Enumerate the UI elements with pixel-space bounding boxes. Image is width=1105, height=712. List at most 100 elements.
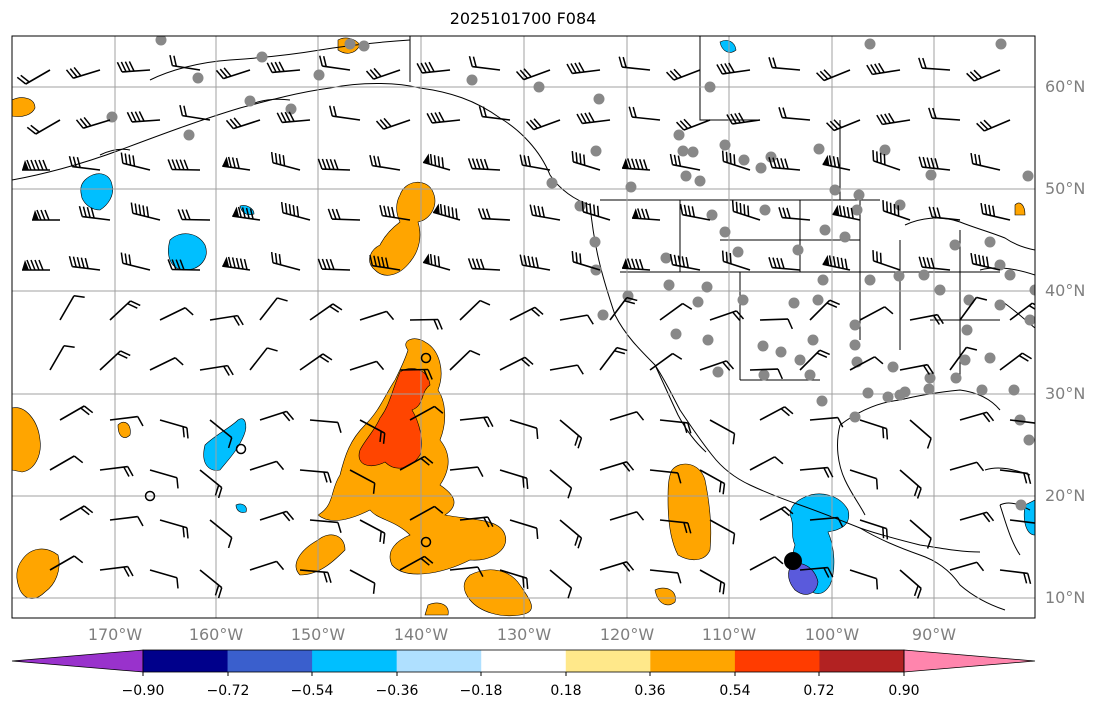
lon-label: 160°W: [188, 625, 244, 644]
wind-barb: [882, 200, 911, 221]
wind-barb-tick: [581, 201, 584, 212]
wind-barb: [749, 368, 784, 380]
wind-barb: [849, 569, 879, 590]
wind-barb-shaft: [609, 297, 628, 321]
wind-barb-shaft: [299, 469, 328, 474]
wind-barb-tick: [586, 314, 594, 325]
wind-barb-shaft: [199, 569, 223, 589]
wind-barb-shaft: [649, 569, 678, 574]
orange-patch-west-low: [16, 548, 60, 599]
wind-barb-tick: [970, 152, 974, 164]
wind-barb-tick: [636, 511, 645, 521]
wind-barb: [467, 158, 501, 171]
wind-barb-shaft: [209, 314, 238, 321]
wind-barb-tick: [780, 408, 790, 417]
wind-barb: [78, 205, 111, 221]
wind-barb-tick: [836, 156, 840, 168]
wind-barb-tick: [245, 207, 250, 219]
wind-barb-tick: [829, 120, 839, 130]
wind-barb: [669, 153, 701, 171]
wind-barb-tick: [128, 61, 135, 72]
open-circle-marker: [420, 536, 432, 548]
wind-barb-shaft: [222, 265, 251, 271]
station-dot: [738, 154, 750, 166]
wind-barb-tick: [578, 62, 585, 73]
wind-barb-tick: [420, 557, 430, 566]
wind-barb-tick: [718, 581, 722, 593]
wind-barb-shaft: [99, 350, 122, 371]
wind-barb-tick: [276, 560, 285, 571]
station-dot: [757, 340, 769, 352]
lat-label: 20°N: [1045, 486, 1086, 505]
wind-barb-tick: [897, 205, 900, 217]
wind-barb: [549, 364, 584, 375]
wind-barb-tick: [522, 576, 525, 588]
wind-barb-shaft: [599, 347, 618, 371]
wind-barb: [778, 207, 811, 221]
wind-barb-shaft: [109, 415, 138, 421]
wind-barb-shaft: [699, 569, 725, 585]
wind-barb-tick: [616, 346, 628, 352]
wind-barb-shaft: [533, 119, 561, 131]
wind-barb-tick: [874, 63, 881, 74]
wind-barb-tick: [683, 522, 688, 534]
wind-barb-tick: [571, 251, 574, 262]
wind-barb-shaft: [272, 261, 301, 271]
station-dot: [466, 74, 478, 86]
wind-barb-tick: [784, 158, 789, 170]
wind-barb-shaft: [859, 519, 887, 530]
wind-barb: [959, 296, 988, 321]
wind-barb-tick: [782, 107, 787, 119]
wind-barb-tick: [777, 368, 784, 380]
wind-barb-tick: [1023, 572, 1028, 584]
purple-patch-mexico: [788, 563, 819, 595]
colorbar-segment: [227, 650, 313, 672]
wind-barb: [1009, 419, 1035, 425]
wind-barb: [928, 206, 961, 221]
wind-barb-shaft: [522, 164, 551, 171]
wind-barb-tick: [174, 357, 184, 366]
wind-barb-tick: [673, 254, 678, 266]
wind-barb-tick: [79, 118, 88, 128]
wind-barb: [826, 119, 861, 132]
wind-barb: [167, 259, 201, 271]
wind-barb-tick: [26, 126, 37, 135]
wind-barb-tick: [433, 319, 439, 330]
wind-barb-tick: [30, 159, 36, 171]
wind-barb: [876, 112, 911, 126]
wind-barb-tick: [278, 254, 282, 265]
wind-barb-tick: [936, 207, 941, 219]
wind-barb-tick: [718, 481, 722, 493]
wind-barb-tick: [223, 365, 230, 376]
wind-barb-tick: [237, 315, 244, 326]
wind-barb-tick: [434, 405, 444, 414]
wind-barb: [426, 111, 461, 124]
wind-barb-shaft: [499, 356, 526, 371]
wind-barb: [749, 456, 784, 471]
coastline: [979, 267, 1035, 276]
wind-barb-shaft: [209, 519, 233, 539]
wind-barb-shaft: [259, 410, 287, 421]
wind-barb: [918, 57, 951, 71]
wind-barb: [49, 455, 84, 471]
wind-barb-tick: [217, 587, 223, 599]
wind-barb-shaft: [949, 561, 978, 571]
wind-barb-tick: [63, 345, 75, 349]
wind-barb-tick: [478, 105, 483, 117]
wind-barb-tick: [635, 158, 640, 170]
wind-barb-tick: [980, 202, 984, 214]
wind-barb-tick: [778, 207, 783, 218]
wind-barb-shaft: [159, 519, 188, 529]
wind-barb-tick: [827, 467, 834, 478]
wind-barb-tick: [434, 112, 441, 123]
wind-barb-tick: [1023, 472, 1028, 484]
wind-barb-tick: [622, 562, 631, 572]
wind-barb-tick: [332, 106, 337, 117]
wind-barb-tick: [627, 158, 632, 169]
station-dot: [719, 139, 731, 151]
wind-barb-tick: [589, 203, 592, 215]
wind-barb: [49, 555, 84, 571]
wind-barb-tick: [117, 352, 128, 359]
wind-barb-shaft: [849, 356, 876, 371]
wind-barb-tick: [584, 112, 591, 123]
